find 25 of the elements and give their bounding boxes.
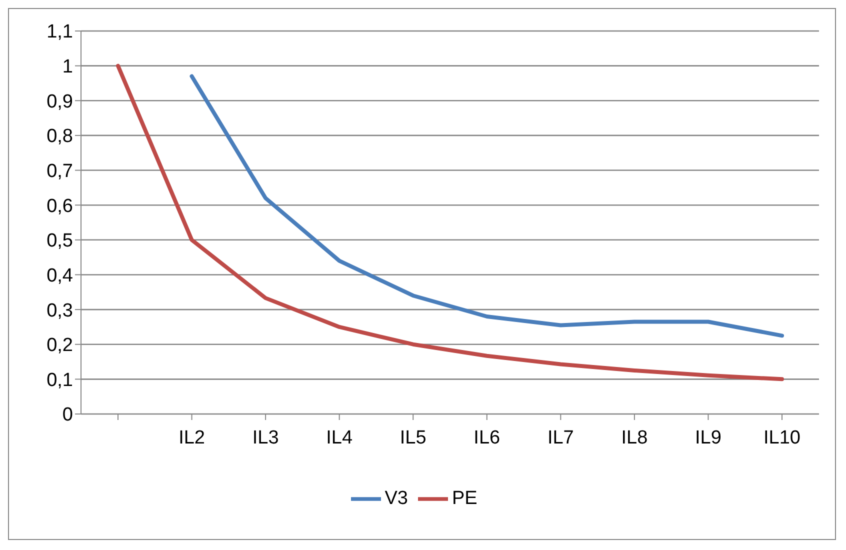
y-tick-label: 0,8 [46, 126, 73, 148]
x-tick-label: IL2 [178, 427, 205, 448]
y-tick-label: 1,1 [46, 22, 73, 43]
y-tick-label: 0,4 [46, 265, 74, 286]
y-tick-label: 0,5 [46, 230, 73, 252]
legend-label: V3 [384, 488, 408, 510]
y-tick-label: 0 [62, 404, 73, 426]
y-tick-label: 0,6 [46, 196, 73, 217]
x-tick-label: IL8 [621, 427, 648, 448]
y-tick-label: 0,3 [46, 300, 73, 322]
x-tick-label: IL9 [695, 427, 722, 448]
line-series [190, 74, 784, 338]
y-tick-label: 0,2 [46, 335, 73, 356]
y-tick-label: 0,9 [46, 91, 73, 112]
y-tick-label: 0,7 [46, 161, 73, 182]
legend-label: PE [452, 488, 478, 510]
x-tick-label: IL10 [764, 427, 800, 448]
y-tick-label: 1 [62, 56, 73, 78]
x-tick-label: IL7 [547, 427, 574, 448]
line-series [116, 64, 784, 382]
x-tick-label: IL4 [326, 427, 353, 448]
y-tick-label: 0,1 [46, 370, 73, 391]
x-tick-label: IL5 [400, 427, 426, 448]
x-tick-label: IL6 [474, 427, 500, 448]
x-tick-label: IL3 [252, 427, 279, 448]
